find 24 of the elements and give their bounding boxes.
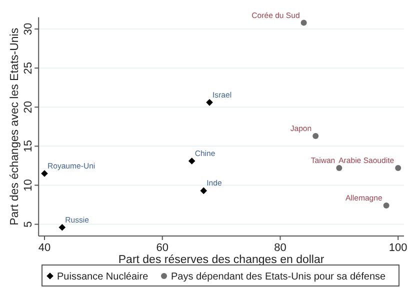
y-tick-label: 25 (22, 62, 35, 74)
y-tick-label: 15 (22, 140, 35, 152)
point (41, 170, 48, 177)
y-tick-label: 10 (22, 179, 35, 192)
x-axis-title: Part des réserves des changes en dollar (118, 254, 324, 266)
point (336, 165, 342, 172)
x-tick-label: 80 (274, 242, 286, 254)
legend-label: Puissance Nucléaire (57, 272, 149, 282)
point (206, 99, 213, 106)
x-tick-label: 40 (38, 242, 51, 254)
y-tick-label: 5 (22, 221, 35, 228)
point (383, 202, 390, 209)
point (188, 158, 196, 164)
x-tick-label: 100 (388, 242, 408, 254)
point (58, 224, 66, 231)
x-tick-label: 60 (156, 242, 168, 254)
legend-label: Pays dépendant des Etats-Unis pour sa défense (171, 272, 386, 282)
y-axis-title: Part des échanges avec les Etats-Unis (9, 28, 21, 226)
point (200, 187, 208, 194)
point (312, 133, 319, 140)
y-tick-label: 20 (22, 101, 35, 114)
point (395, 165, 402, 172)
point (300, 20, 307, 26)
y-tick-label: 30 (22, 22, 35, 36)
